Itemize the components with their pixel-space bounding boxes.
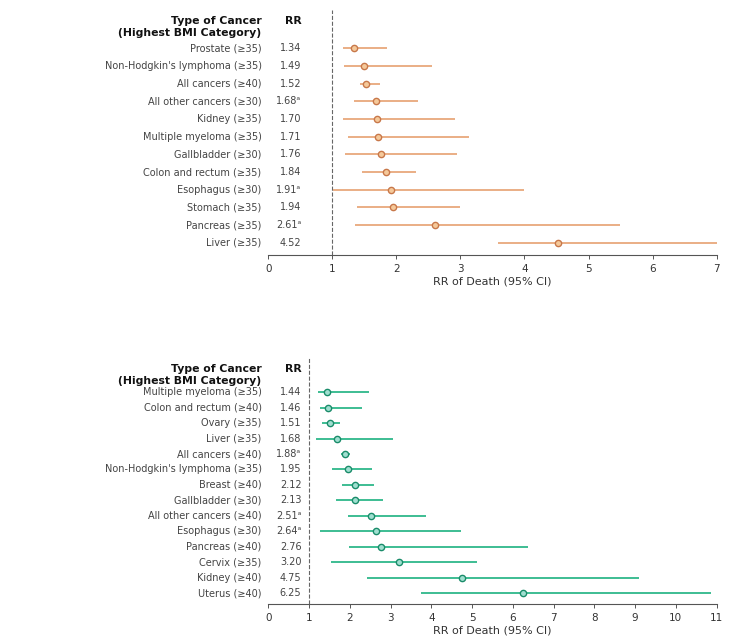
Text: 1.88ᵃ: 1.88ᵃ [276,449,301,459]
Text: 1.46: 1.46 [280,403,301,413]
Text: Multiple myeloma (≥35): Multiple myeloma (≥35) [143,132,262,142]
Text: Cervix (≥35): Cervix (≥35) [199,557,262,567]
Text: Pancreas (≥40): Pancreas (≥40) [186,542,262,551]
Text: Type of Cancer
(Highest BMI Category): Type of Cancer (Highest BMI Category) [118,364,262,386]
Text: 1.68ᵃ: 1.68ᵃ [276,96,301,107]
Text: Esophagus (≥30): Esophagus (≥30) [177,527,262,536]
Text: 1.70: 1.70 [280,114,301,124]
Text: 2.76: 2.76 [280,542,301,551]
Text: Ovary (≥35): Ovary (≥35) [201,418,262,428]
Text: Kidney (≥40): Kidney (≥40) [197,573,262,583]
Text: All other cancers (≥30): All other cancers (≥30) [148,96,262,107]
Text: Liver (≥35): Liver (≥35) [207,434,262,443]
Text: Kidney (≥35): Kidney (≥35) [197,114,262,124]
Text: 1.44: 1.44 [280,387,301,397]
Text: Colon and rectum (≥35): Colon and rectum (≥35) [143,167,262,177]
Text: Prostate (≥35): Prostate (≥35) [190,43,262,54]
Text: All cancers (≥40): All cancers (≥40) [177,79,262,89]
Text: 1.95: 1.95 [280,465,301,475]
Text: Multiple myeloma (≥35): Multiple myeloma (≥35) [143,387,262,397]
Text: Uterus (≥40): Uterus (≥40) [198,588,262,598]
Text: Gallbladder (≥30): Gallbladder (≥30) [174,150,262,160]
Text: 3.20: 3.20 [280,557,301,567]
Text: Type of Cancer
(Highest BMI Category): Type of Cancer (Highest BMI Category) [118,16,262,38]
Text: RR: RR [284,364,301,374]
Text: 4.75: 4.75 [280,573,301,583]
Text: Esophagus (≥30): Esophagus (≥30) [177,185,262,195]
Text: 2.12: 2.12 [280,480,301,490]
Text: Non-Hodgkin's lymphoma (≥35): Non-Hodgkin's lymphoma (≥35) [104,465,262,475]
Text: RR: RR [284,16,301,26]
Text: 1.49: 1.49 [280,61,301,71]
Text: 6.25: 6.25 [280,588,301,598]
Text: Colon and rectum (≥40): Colon and rectum (≥40) [143,403,262,413]
Text: 1.34: 1.34 [280,43,301,54]
Text: 1.94: 1.94 [280,203,301,212]
Text: Liver (≥35): Liver (≥35) [207,238,262,248]
Text: Pancreas (≥35): Pancreas (≥35) [186,220,262,230]
Text: 2.13: 2.13 [280,495,301,505]
X-axis label: RR of Death (95% CI): RR of Death (95% CI) [433,626,552,636]
Text: 4.52: 4.52 [280,238,301,248]
Text: Non-Hodgkin's lymphoma (≥35): Non-Hodgkin's lymphoma (≥35) [104,61,262,71]
Text: 1.71: 1.71 [280,132,301,142]
Text: 1.91ᵃ: 1.91ᵃ [276,185,301,195]
Text: All other cancers (≥40): All other cancers (≥40) [148,511,262,521]
Text: All cancers (≥40): All cancers (≥40) [177,449,262,459]
Text: 1.68: 1.68 [280,434,301,443]
Text: 1.76: 1.76 [280,150,301,160]
Text: 1.52: 1.52 [280,79,301,89]
Text: 1.51: 1.51 [280,418,301,428]
Text: 1.84: 1.84 [280,167,301,177]
Text: Stomach (≥35): Stomach (≥35) [187,203,262,212]
Text: 2.51ᵃ: 2.51ᵃ [276,511,301,521]
Text: 2.61ᵃ: 2.61ᵃ [276,220,301,230]
X-axis label: RR of Death (95% CI): RR of Death (95% CI) [433,277,552,287]
Text: Gallbladder (≥30): Gallbladder (≥30) [174,495,262,505]
Text: Breast (≥40): Breast (≥40) [199,480,262,490]
Text: 2.64ᵃ: 2.64ᵃ [276,527,301,536]
